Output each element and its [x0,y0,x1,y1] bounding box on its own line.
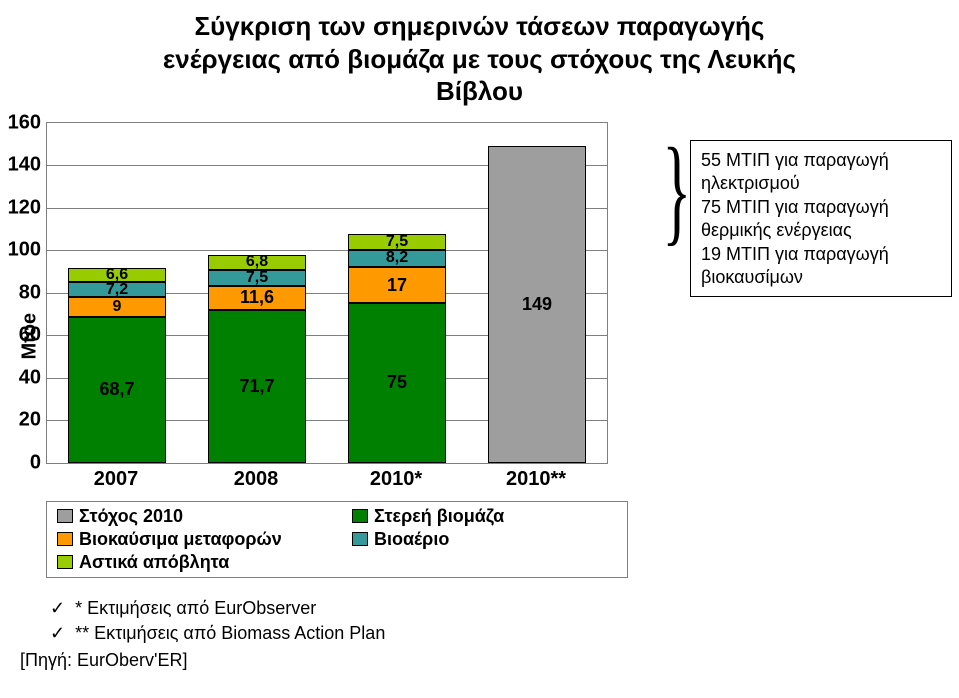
x-tick-label: 2010** [466,468,606,491]
bar-segment-solid_biomass: 68,7 [68,317,166,463]
legend-label: Βιοκαύσιμα μεταφορών [79,529,282,550]
bar-slot: 75 17 8,27,5 [327,123,467,463]
title-line: ενέργειας από βιομάζα με τους στόχους τη… [163,44,796,74]
legend-swatch [57,509,73,523]
bar-segment-transport_biofuel: 17 [348,267,446,303]
y-tick-label: 20 [19,409,47,432]
bar-segment-label: 7,5 [386,234,408,250]
bar-segment-label: 75 [387,372,407,393]
legend-swatch [57,555,73,569]
side-annotation-line: 55 ΜΤΙΠ για παραγωγή ηλεκτρισμού [701,149,941,194]
stacked-bar: 68,7 97,26,6 [68,268,166,462]
legend-label: Στερεή βιομάζα [374,506,504,527]
legend-item: Στόχος 2010 [57,506,322,527]
bar-segment-solid_biomass: 75 [348,303,446,462]
bars-row: 68,797,26,671,711,67,56,875178,27,5149 [47,123,607,463]
y-tick-label: 100 [8,239,47,262]
legend-label: Αστικά απόβλητα [79,552,229,573]
note-line: ✓ * Εκτιμήσεις από EurObserver [50,598,939,619]
legend-label: Βιοαέριο [374,529,449,550]
x-tick-label: 2008 [186,468,326,491]
y-tick-label: 160 [8,111,47,134]
legend-item: Βιοκαύσιμα μεταφορών [57,529,322,550]
side-annotation-line: 19 ΜΤΙΠ για παραγωγή βιοκαυσίμων [701,243,941,288]
legend-swatch [352,509,368,523]
bar-segment-municipal_waste: 7,5 [348,234,446,250]
bar-segment-label: 6,8 [246,254,268,270]
plot-area: 02040608010012014016068,797,26,671,711,6… [46,122,608,464]
side-annotation-box: 55 ΜΤΙΠ για παραγωγή ηλεκτρισμού75 ΜΤΙΠ … [690,140,952,297]
bar-segment-transport_biofuel: 9 [68,297,166,316]
note-text: * Εκτιμήσεις από EurObserver [75,598,316,618]
chart-title: Σύγκριση των σημερινών τάσεων παραγωγήςε… [20,10,939,108]
y-tick-label: 120 [8,196,47,219]
notes-block: ✓ * Εκτιμήσεις από EurObserver ✓ ** Εκτιμήσ… [20,598,939,644]
x-tick-label: 2007 [46,468,186,491]
legend-item: Στερεή βιομάζα [352,506,617,527]
stacked-bar: 75 17 8,27,5 [348,234,446,463]
check-icon: ✓ [50,623,65,643]
bar-segment-municipal_waste: 6,8 [208,255,306,269]
bar-slot: 71,7 11,67,56,8 [187,123,327,463]
chart: 02040608010012014016068,797,26,671,711,6… [46,122,628,578]
bar-segment-label: 9 [113,299,122,315]
bar-segment-transport_biofuel: 11,6 [208,286,306,311]
brace-icon: } [662,130,691,250]
note-text: ** Εκτιμήσεις από Biomass Action Plan [75,623,385,643]
legend-swatch [57,532,73,546]
stacked-bar: 149 [488,146,586,463]
legend-item: Αστικά απόβλητα [57,552,322,573]
y-tick-label: 0 [30,451,47,474]
note-line: ✓ ** Εκτιμήσεις από Biomass Action Plan [50,623,939,644]
x-axis-ticks: 200720082010*2010** [46,468,606,491]
source-line: [Πηγή: EurOberv'ER] [20,650,939,671]
bar-segment-label: 7,5 [246,270,268,286]
bar-segment-label: 71,7 [239,376,274,397]
legend-swatch [352,532,368,546]
legend-item: Βιοαέριο [352,529,617,550]
bar-segment-label: 11,6 [240,287,274,308]
bar-slot: 149 [467,123,607,463]
title-line: Βίβλου [436,76,523,106]
side-annotation-line: 75 ΜΤΙΠ για παραγωγή θερμικής ενέργειας [701,196,941,241]
bar-segment-biogas: 7,5 [208,270,306,286]
y-tick-label: 60 [19,324,47,347]
legend: Στόχος 2010 Στερεή βιομάζα Βιοκαύσιμα μετα… [46,501,628,578]
title-line: Σύγκριση των σημερινών τάσεων παραγωγής [195,11,765,41]
bar-segment-label: 149 [522,294,552,315]
bar-segment-label: 7,2 [106,282,128,298]
bar-segment-biogas: 7,2 [68,282,166,297]
bar-segment-municipal_waste: 6,6 [68,268,166,282]
page: Σύγκριση των σημερινών τάσεων παραγωγήςε… [0,0,959,698]
bar-segment-label: 17 [387,275,407,296]
bar-segment-biogas: 8,2 [348,250,446,267]
bar-segment-label: 8,2 [386,250,408,266]
y-tick-label: 80 [19,281,47,304]
bar-segment-label: 68,7 [99,379,134,400]
check-icon: ✓ [50,598,65,618]
legend-label: Στόχος 2010 [79,506,183,527]
y-tick-label: 40 [19,366,47,389]
x-tick-label: 2010* [326,468,466,491]
bar-segment-target: 149 [488,146,586,463]
bar-slot: 68,7 97,26,6 [47,123,187,463]
stacked-bar: 71,7 11,67,56,8 [208,255,306,462]
bar-segment-solid_biomass: 71,7 [208,310,306,462]
y-tick-label: 140 [8,154,47,177]
